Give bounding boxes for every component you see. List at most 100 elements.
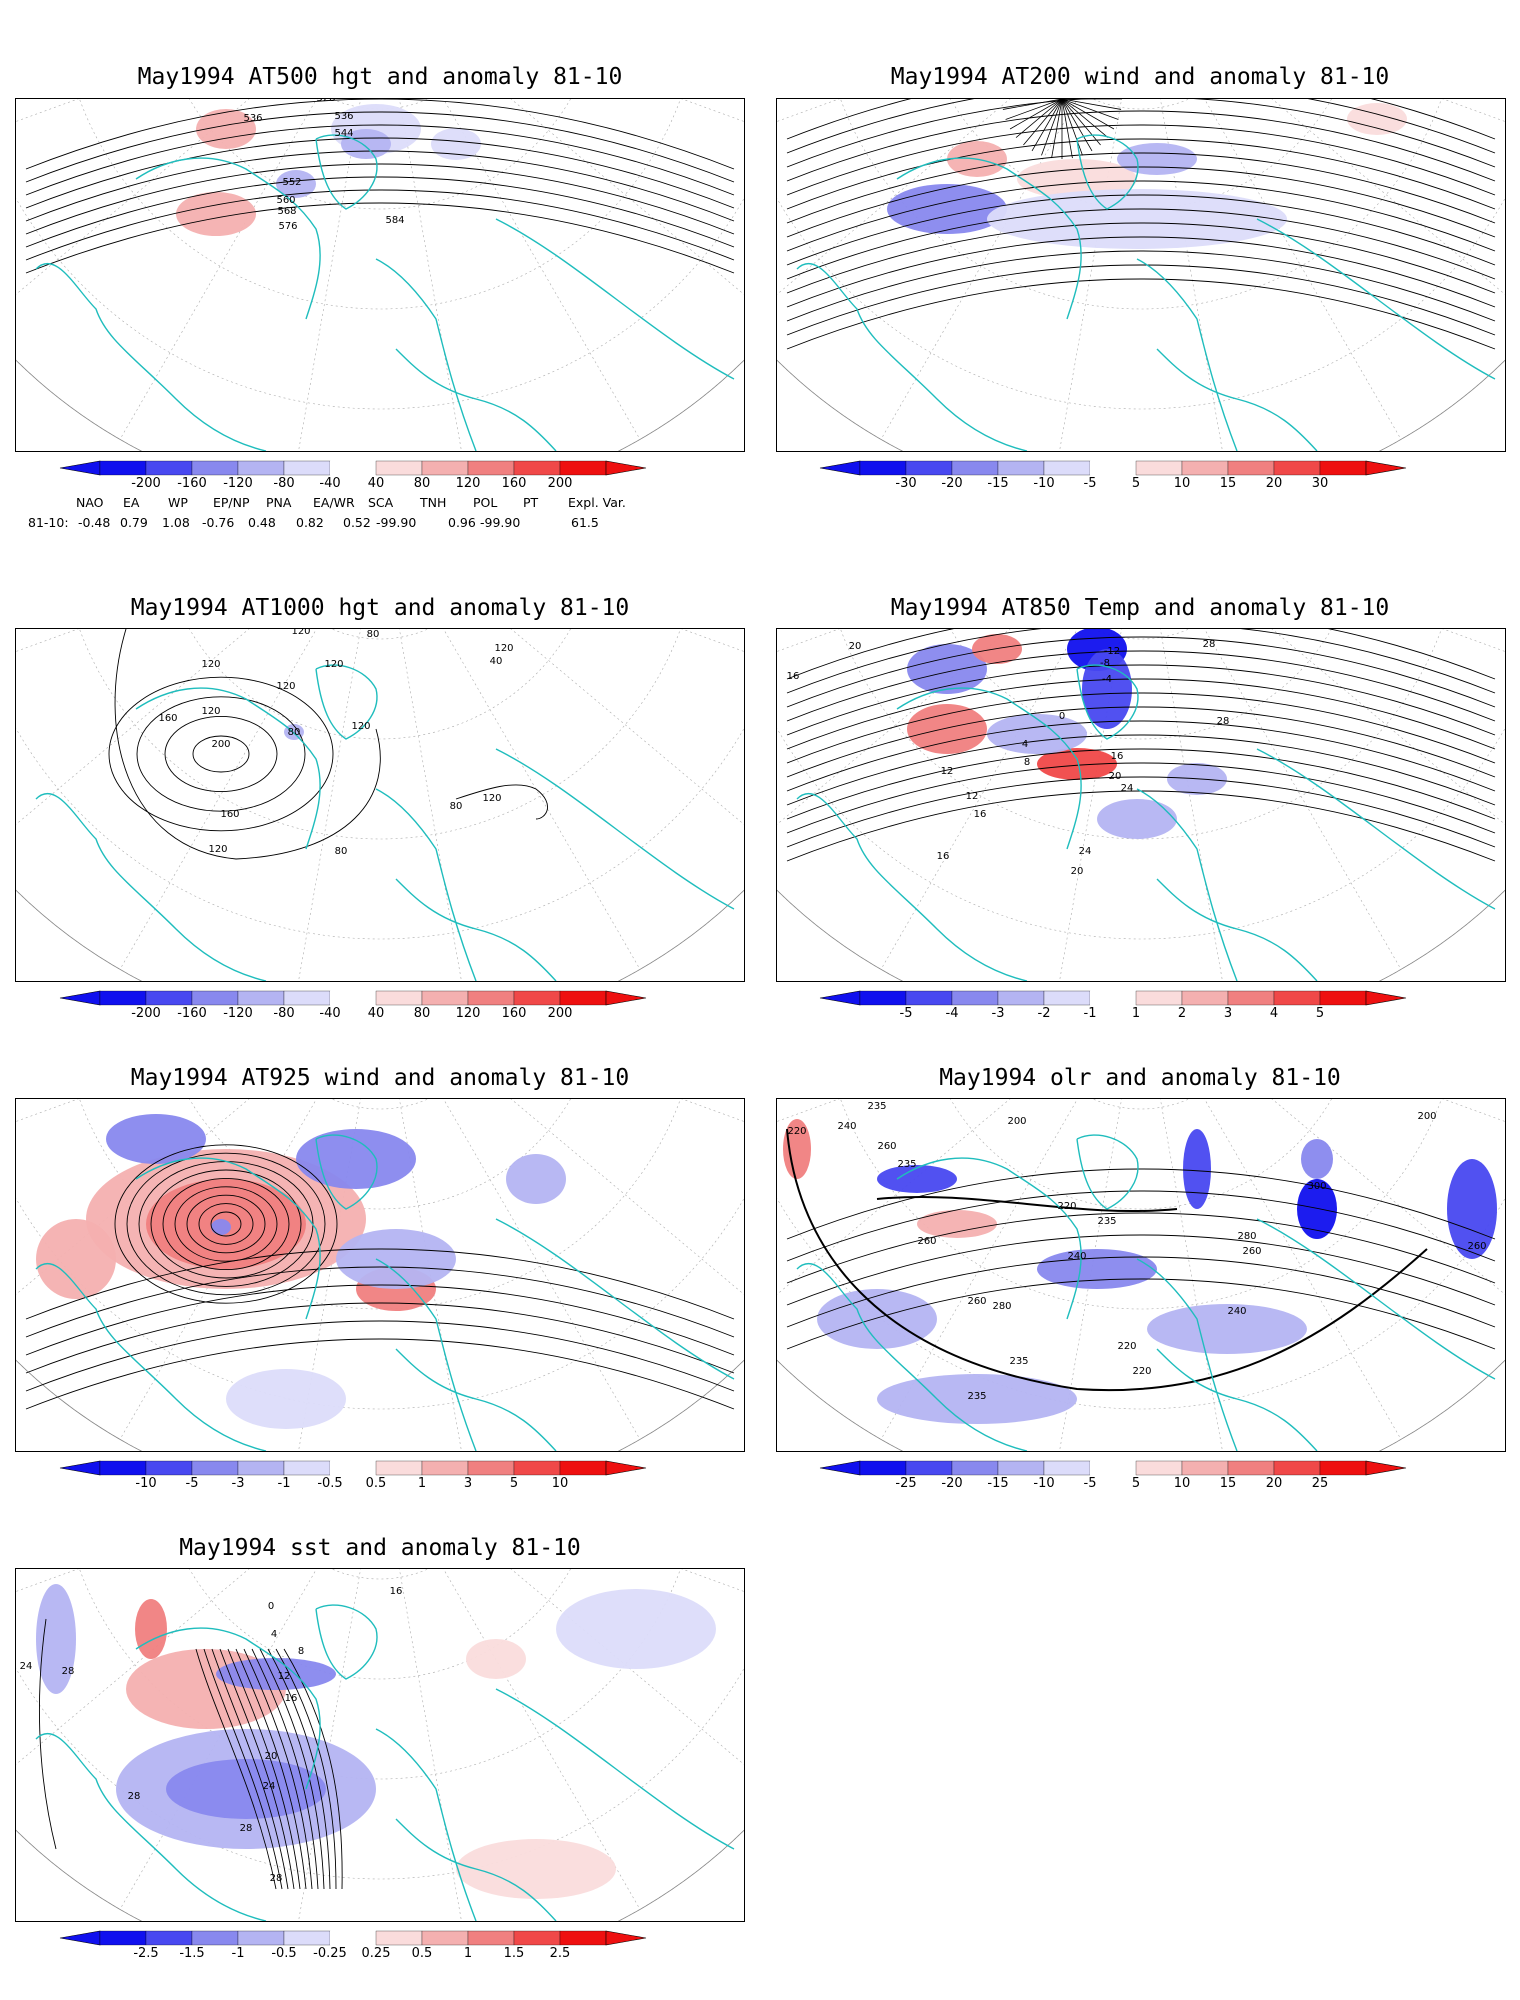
colorbar-tick-label: -80 (273, 1006, 295, 1021)
anomaly-high (135, 1599, 167, 1659)
anomaly-low (506, 1154, 566, 1204)
colorbar-swatch (559, 990, 607, 1006)
colorbar-tick-label: 5 (1131, 476, 1141, 491)
colorbar-tick-label: 4 (1269, 1006, 1279, 1021)
anomaly-high (36, 1219, 116, 1299)
sst-contour (283, 1648, 343, 1890)
colorbar-tick-label: 0.5 (411, 1946, 433, 1961)
colorbar-swatch (237, 1460, 285, 1476)
contour-label: 260 (917, 1236, 936, 1247)
latitude-circle (950, 629, 1332, 740)
contour-label: 235 (967, 1391, 986, 1402)
colorbar-swatch (1135, 990, 1183, 1006)
colorbar-tick-label: -120 (223, 476, 253, 491)
streamline (786, 99, 1496, 154)
temperature-contour (786, 650, 1496, 722)
colorbar-swatch (1090, 461, 1136, 475)
colorbar-tick-label: 15 (1219, 1476, 1237, 1491)
sst-contour (219, 1648, 295, 1890)
colorbar-swatch (1227, 990, 1275, 1006)
colorbar-swatch (513, 460, 561, 476)
latitude-circle (189, 1569, 571, 1680)
contour-label: 20 (265, 1751, 278, 1762)
contour-label: 12 (966, 791, 979, 802)
coastline (495, 1218, 735, 1380)
streamline (786, 250, 1496, 322)
streamline (786, 124, 1496, 196)
coastline (135, 1157, 321, 1320)
height-contour (25, 124, 735, 196)
colorbar-swatch (191, 460, 239, 476)
colorbar-tick-label: -15 (987, 476, 1009, 491)
colorbar-tick-label: -1 (277, 1476, 291, 1491)
height-contour (25, 150, 735, 222)
contour-label: 120 (201, 706, 220, 717)
colorbar-swatch (1090, 1461, 1136, 1475)
sst-contour (195, 1648, 277, 1890)
colorbar-tick-label: 2 (1177, 1006, 1187, 1021)
meridian-line (443, 99, 641, 440)
coastline (495, 1688, 735, 1850)
panel-925wind: May1994 AT925 wind and anomaly 81-10 -10… (0, 1010, 760, 1491)
meridian-line (399, 1569, 462, 1921)
colorbar-tick-label: -120 (223, 1006, 253, 1021)
coastline (1156, 1348, 1318, 1451)
teleconnection-values: 81-10: -0.48 0.79 1.08 -0.76 0.48 0.82 0.52 -99.… (28, 515, 708, 533)
contour-label: 235 (897, 1159, 916, 1170)
colorbar-arrow-right (1365, 990, 1407, 1006)
teleconnection-header: WP (168, 495, 188, 510)
map-base (777, 1099, 1505, 1451)
colorbar-swatch (283, 990, 331, 1006)
colorbar-tick-label: -10 (1033, 476, 1055, 491)
streamline (1002, 99, 1063, 110)
coastline (1076, 1134, 1139, 1210)
map-plot: 120 80 120 120 120 160 200 120 80 160 120 80 120 80 12… (16, 629, 744, 981)
anomaly-low (1082, 649, 1132, 729)
height-contour (25, 189, 735, 261)
colorbar-swatch (467, 1930, 515, 1946)
colorbar-tick-label: -0.25 (313, 1946, 347, 1961)
contour-label: 24 (1079, 846, 1092, 857)
contour-label: 24 (263, 1781, 276, 1792)
coastline (896, 157, 1082, 320)
colorbar-tick-label: 3 (463, 1476, 473, 1491)
colorbar-swatch (330, 991, 376, 1005)
meridian-line (681, 1099, 744, 1122)
olr-contour (786, 1190, 1496, 1262)
meridian-line (443, 1099, 641, 1440)
height-contour (25, 137, 735, 209)
colorbar-swatch (375, 460, 423, 476)
teleconnection-value: 61.5 (571, 515, 599, 530)
height-contour (25, 99, 735, 170)
contour-label: 260 (967, 1296, 986, 1307)
colorbar-tick-label: 80 (413, 1006, 431, 1021)
anomaly-low (336, 1229, 456, 1289)
colorbar-tick-label: -20 (941, 476, 963, 491)
contour-label: 28 (1203, 639, 1216, 650)
contour-label: 235 (1097, 1216, 1116, 1227)
streamline (786, 138, 1496, 210)
coastline (1256, 748, 1496, 910)
meridian-line (1059, 1099, 1122, 1451)
height-contour (25, 176, 735, 248)
height-contour (25, 202, 735, 274)
anomaly-high (196, 109, 256, 149)
latitude-circle (331, 1099, 429, 1110)
colorbar-arrow-left (59, 990, 101, 1006)
streamline (786, 222, 1496, 294)
coastline (1136, 1258, 1238, 1451)
colorbar-tick-label: -1 (231, 1946, 245, 1961)
temperature-contour (786, 664, 1496, 736)
panel-850temp: May1994 AT850 Temp and anomaly 81-10 20 1… (760, 540, 1520, 1021)
sst-contour (203, 1648, 283, 1890)
anomaly-high (907, 704, 987, 754)
anomaly-low (987, 189, 1287, 249)
contour-label: 40 (490, 656, 503, 667)
sst-contour (275, 1648, 337, 1890)
latitude-circle (189, 1099, 571, 1210)
colorbar-swatch (859, 990, 907, 1006)
colorbar: -2.5 -1.5 -1 -0.5 -0.25 0.25 0.5 1 1.5 2.5 (59, 1930, 700, 1961)
streamline (1009, 99, 1063, 130)
streamline (1061, 99, 1119, 120)
